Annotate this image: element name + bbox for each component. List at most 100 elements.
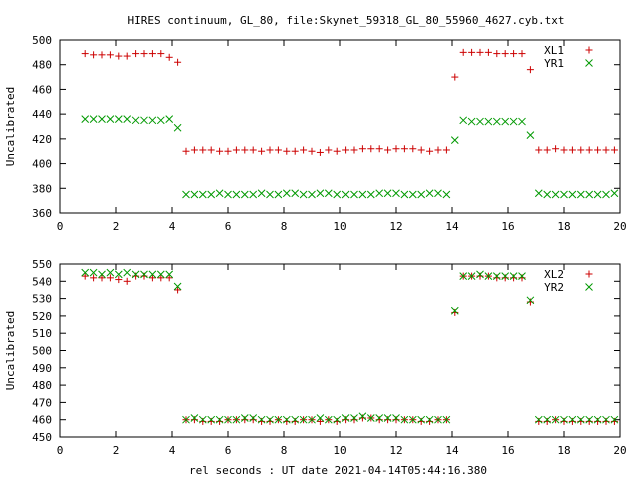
data-point-xl1 (216, 147, 224, 155)
data-point-xl1 (182, 147, 190, 155)
data-point-xl1 (451, 73, 459, 81)
series-yr2 (81, 268, 619, 424)
data-point-yr2 (232, 415, 241, 424)
x-tick-label: 10 (333, 444, 346, 457)
data-point-xl1 (409, 145, 417, 153)
legend-label-yr1: YR1 (544, 57, 564, 70)
data-point-yr2 (442, 415, 451, 424)
data-point-yr2 (366, 414, 375, 422)
data-point-yr2 (602, 415, 610, 424)
data-point-yr1 (375, 189, 384, 198)
data-point-yr2 (299, 415, 308, 424)
data-point-yr2 (610, 415, 619, 424)
data-point-yr2 (560, 415, 568, 424)
data-point-yr1 (182, 190, 190, 199)
x-tick-label: 4 (169, 444, 176, 457)
data-point-yr1 (299, 190, 308, 199)
data-point-yr2 (190, 414, 199, 422)
data-point-yr1 (257, 189, 266, 198)
y-tick-label: 420 (32, 133, 52, 146)
data-point-xl2 (148, 274, 156, 282)
x-tick-label: 2 (113, 220, 120, 233)
data-point-xl1 (174, 58, 182, 66)
y-tick-label: 480 (32, 59, 52, 72)
data-point-xl1 (232, 146, 240, 154)
data-point-yr2 (106, 268, 115, 277)
data-point-yr1 (560, 190, 568, 199)
data-point-yr1 (165, 115, 174, 123)
data-point-xl1 (207, 146, 215, 154)
data-point-xl1 (81, 50, 89, 58)
data-point-yr1 (526, 131, 535, 140)
data-point-yr2 (282, 415, 291, 424)
x-tick-label: 16 (501, 220, 514, 233)
data-point-yr1 (140, 116, 148, 125)
data-point-xl1 (308, 147, 316, 155)
data-point-yr2 (358, 412, 367, 421)
data-point-yr2 (291, 415, 300, 424)
data-point-yr2 (198, 415, 207, 424)
data-point-yr1 (459, 116, 468, 125)
data-point-yr2 (89, 268, 98, 277)
data-point-yr1 (240, 190, 249, 199)
data-point-xl1 (510, 50, 518, 58)
data-point-yr1 (106, 115, 115, 123)
data-point-yr1 (450, 136, 459, 144)
y-tick-label: 520 (32, 310, 52, 323)
data-point-yr2 (408, 415, 417, 424)
data-point-xl1 (577, 146, 585, 154)
data-point-xl1 (132, 50, 140, 58)
data-point-yr1 (89, 115, 98, 123)
x-tick-label: 14 (445, 220, 459, 233)
data-point-xl2 (123, 277, 131, 285)
data-point-yr1 (602, 190, 610, 199)
y-tick-label: 530 (32, 293, 52, 306)
data-point-xl2 (174, 286, 182, 294)
data-point-yr1 (333, 190, 342, 199)
data-point-yr1 (123, 115, 132, 123)
data-point-xl2 (98, 274, 106, 282)
data-point-yr1 (610, 189, 619, 198)
data-point-yr1 (274, 190, 283, 199)
x-tick-label: 10 (333, 220, 346, 233)
data-point-yr1 (434, 189, 442, 198)
data-point-xl1 (115, 52, 123, 60)
y-tick-label: 360 (32, 207, 52, 220)
x-tick-label: 18 (557, 220, 570, 233)
x-tick-label: 20 (613, 220, 626, 233)
x-tick-label: 0 (57, 220, 64, 233)
data-point-xl1 (190, 146, 198, 154)
data-point-yr2 (576, 415, 585, 424)
data-point-yr2 (207, 415, 216, 424)
data-point-yr2 (417, 415, 426, 424)
data-point-yr1 (156, 116, 165, 125)
x-tick-label: 0 (57, 444, 64, 457)
data-point-xl1 (594, 146, 602, 154)
x-tick-label: 6 (225, 220, 232, 233)
data-point-yr2 (375, 414, 384, 422)
data-point-yr1 (207, 190, 216, 199)
series-yr1 (81, 115, 619, 199)
data-point-yr1 (543, 190, 552, 199)
data-point-xl1 (375, 145, 383, 153)
data-point-xl1 (392, 145, 400, 153)
data-point-xl1 (535, 146, 543, 154)
data-point-yr1 (131, 116, 140, 125)
data-point-yr1 (509, 117, 518, 126)
data-point-yr1 (551, 190, 560, 199)
chart-title: HIRES continuum, GL_80, file:Skynet_5931… (127, 14, 564, 27)
data-point-xl1 (400, 145, 408, 153)
data-point-yr1 (316, 189, 325, 198)
legend-label-yr2: YR2 (544, 281, 564, 294)
data-point-yr1 (408, 190, 417, 199)
data-point-yr2 (316, 414, 325, 422)
data-point-xl1 (123, 52, 131, 60)
data-point-xl1 (98, 51, 106, 59)
data-point-yr2 (173, 282, 182, 291)
data-point-xl1 (358, 145, 366, 153)
data-point-yr1 (198, 190, 207, 199)
data-point-xl1 (560, 146, 568, 154)
data-point-xl1 (476, 48, 484, 56)
